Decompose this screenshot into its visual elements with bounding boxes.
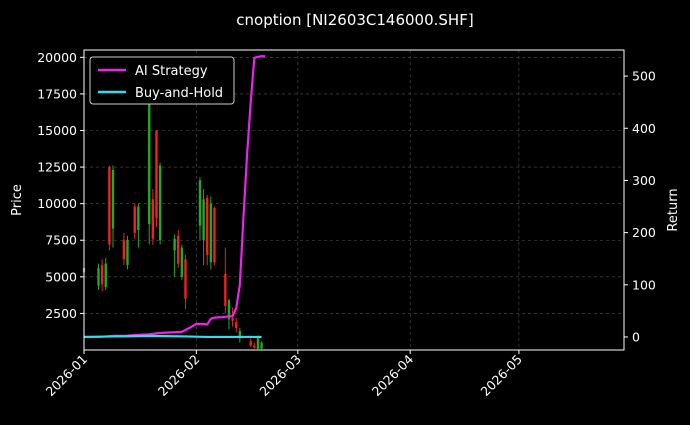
y2-tick-label: 500 (632, 69, 656, 84)
candle (180, 244, 184, 280)
candle (238, 328, 242, 343)
y-tick-label: 2500 (45, 306, 77, 321)
plot-frame (83, 49, 625, 351)
candle (151, 189, 155, 245)
y2-tick-label: 400 (632, 121, 656, 136)
candle-body (231, 317, 234, 321)
candle-body (148, 104, 151, 225)
y-tick-label: 20000 (37, 50, 77, 65)
candle-body (177, 235, 180, 264)
candle-body (173, 238, 176, 251)
candle-body (100, 265, 104, 285)
candle (235, 317, 238, 333)
candle-body (108, 167, 111, 245)
candle (97, 263, 100, 290)
legend-label-strategy: AI Strategy (135, 64, 208, 79)
series-layer (83, 55, 266, 339)
y-tick-label: 12500 (37, 160, 77, 175)
candle (202, 189, 205, 266)
candle-body (158, 165, 162, 241)
candle-body (260, 342, 263, 349)
candle-body (227, 300, 231, 320)
candle (126, 235, 129, 270)
candle-body (155, 130, 158, 219)
candle-body (198, 180, 202, 226)
candle (100, 259, 104, 292)
candle (158, 162, 162, 245)
candle-body (249, 341, 252, 346)
legend-label-buy-hold: Buy-and-Hold (135, 86, 223, 101)
y-tick-label: 10000 (37, 196, 77, 211)
y-tick-label: 15000 (37, 123, 77, 138)
candle (253, 342, 256, 349)
y-axis-label: Price (10, 184, 25, 216)
candle (173, 234, 176, 277)
y-tick-label: 7500 (45, 233, 77, 248)
candle (184, 254, 187, 310)
candle-body (104, 263, 107, 288)
candle (249, 338, 252, 348)
candle-body (122, 240, 126, 260)
candle (111, 165, 115, 248)
chart-title: cnoption [NI2603C146000.SHF] (236, 11, 473, 29)
candle-body (235, 322, 238, 329)
candle-body (213, 208, 216, 263)
candle (104, 257, 107, 290)
candle (133, 203, 136, 239)
candle-body (111, 170, 115, 229)
candle-body (137, 206, 140, 230)
candle (260, 341, 263, 350)
candle (148, 95, 151, 245)
candle-body (151, 199, 155, 239)
legend: AI Strategy Buy-and-Hold (89, 56, 235, 105)
candle (155, 130, 158, 228)
candle-body (133, 206, 136, 233)
candle-body (184, 259, 187, 299)
candle-body (209, 203, 213, 263)
candle-body (180, 247, 184, 277)
candle-body (202, 199, 205, 241)
candle-layer (82, 95, 263, 350)
candle (177, 230, 180, 269)
y2-tick-label: 100 (632, 277, 656, 292)
candle (224, 247, 227, 314)
candle-body (256, 338, 260, 349)
candle-body (224, 273, 227, 307)
y-tick-label: 17500 (37, 86, 77, 101)
candle (137, 203, 140, 248)
candle (198, 177, 202, 241)
buy-hold-line (83, 334, 262, 339)
candle (227, 298, 231, 330)
y-tick-label: 5000 (45, 269, 77, 284)
candle (108, 165, 111, 251)
y2-tick-label: 200 (632, 225, 656, 240)
candle-body (253, 345, 256, 348)
candle-body (97, 268, 100, 286)
candle (206, 194, 209, 266)
y2-axis-label: Return (666, 188, 681, 231)
candle (209, 196, 213, 270)
candle-body (206, 197, 209, 255)
candle (213, 206, 216, 266)
y2-tick-label: 300 (632, 173, 656, 188)
candle (122, 232, 126, 266)
y2-tick-label: 0 (632, 329, 640, 344)
candle-body (126, 240, 129, 266)
candle-body (238, 330, 242, 339)
